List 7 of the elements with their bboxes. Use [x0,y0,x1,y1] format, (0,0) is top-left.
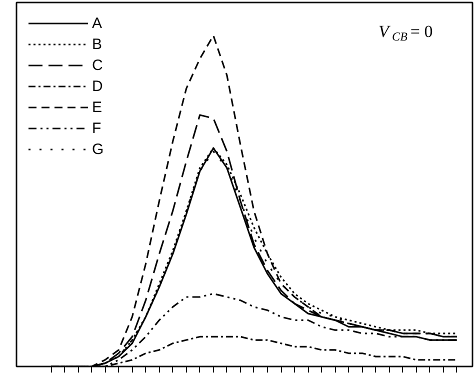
legend-label: E [92,98,104,116]
legend-label: A [92,14,104,32]
legend-label: F [92,119,102,137]
legend-label: G [92,140,105,158]
legend-label: B [92,35,104,53]
legend-label: D [92,77,104,95]
legend-label: C [92,56,104,74]
